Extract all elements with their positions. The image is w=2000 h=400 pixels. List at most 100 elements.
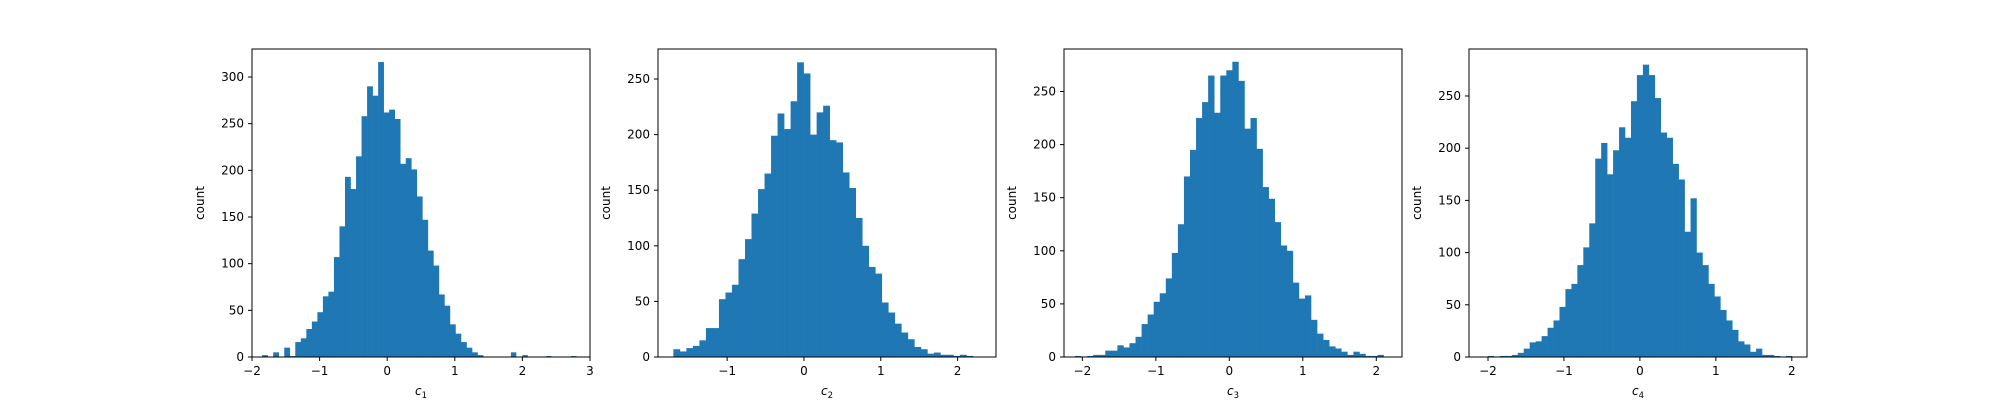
histogram-bar <box>849 187 857 357</box>
histogram-bar <box>1111 350 1118 357</box>
histogram-bar <box>1347 354 1354 357</box>
x-tick-label: 1 <box>1299 364 1307 378</box>
y-tick-label: 200 <box>1033 138 1056 152</box>
histogram-bar <box>901 332 909 357</box>
histogram-bar <box>1075 355 1082 357</box>
histogram-bar <box>1220 75 1227 357</box>
y-tick-label: 0 <box>1048 350 1056 364</box>
y-tick-label: 150 <box>1033 191 1056 205</box>
plot-frame <box>1468 48 1808 358</box>
histogram-bar <box>1317 333 1324 357</box>
x-tick-label: 1 <box>877 364 885 378</box>
histogram-bar <box>1250 118 1257 357</box>
histogram-bar <box>816 112 824 357</box>
y-tick-label: 250 <box>1438 89 1461 103</box>
histogram-bar <box>875 273 883 357</box>
histogram-bar <box>1654 98 1662 357</box>
y-tick-label: 50 <box>229 303 244 317</box>
histogram-bar <box>705 328 713 357</box>
histogram-bar <box>1785 355 1793 357</box>
histogram-bar <box>273 352 280 357</box>
histogram-bar <box>1636 75 1644 358</box>
y-tick-label: 250 <box>1033 84 1056 98</box>
x-tick-label: 0 <box>1226 364 1234 378</box>
x-tick-label: 0 <box>383 364 391 378</box>
histogram-bar <box>378 62 384 358</box>
histogram-bar <box>1268 198 1276 357</box>
y-axis-label: count <box>1410 186 1424 220</box>
histogram-bar <box>1335 348 1342 357</box>
histogram-bar <box>1135 336 1142 357</box>
histogram-bar <box>797 62 804 358</box>
histogram-bar <box>1123 347 1130 357</box>
histogram-bar <box>411 169 418 357</box>
y-axis-label: count <box>193 186 207 220</box>
histogram-bar <box>836 142 843 357</box>
histogram-bar <box>328 291 335 357</box>
histogram-bar <box>1274 222 1282 357</box>
histogram-bar <box>333 257 340 357</box>
histogram-bar <box>1666 137 1673 357</box>
histogram-bar <box>1353 351 1360 357</box>
histogram-bar <box>1595 158 1602 357</box>
histogram-bar <box>1171 252 1179 357</box>
histogram-bar <box>339 226 346 357</box>
histogram-bar <box>1773 355 1781 357</box>
x-tick-label: 0 <box>1636 364 1644 378</box>
y-tick-label: 50 <box>635 294 650 308</box>
histogram-bar <box>1708 283 1715 357</box>
y-tick-label: 250 <box>221 117 244 131</box>
histogram-bar <box>1183 176 1191 357</box>
histogram-bar <box>692 345 700 357</box>
histogram-bar <box>1141 324 1148 357</box>
y-tick-label: 0 <box>642 350 650 364</box>
x-tick-label: 1 <box>1712 364 1720 378</box>
histogram-bar <box>1714 296 1721 357</box>
histogram-bar <box>367 86 373 357</box>
histogram-bar <box>372 95 379 358</box>
plot-frame <box>1063 48 1403 358</box>
histogram-bar <box>959 354 967 357</box>
x-axis-label: c1 <box>415 384 427 400</box>
histogram-bar <box>966 355 974 357</box>
histogram-bar <box>427 250 434 357</box>
histogram-bar <box>344 176 351 357</box>
histogram-bar <box>383 112 390 357</box>
histogram-bar <box>1262 187 1269 357</box>
histogram-bar <box>322 296 329 357</box>
y-tick-label: 200 <box>1438 141 1461 155</box>
histogram-bar <box>295 342 302 357</box>
histogram-bar <box>1684 231 1691 357</box>
histogram-bar <box>1553 320 1560 357</box>
histogram-bar <box>1189 149 1197 357</box>
histogram-bar <box>784 129 791 357</box>
histogram-bar <box>738 259 746 357</box>
histogram-bar <box>400 163 407 357</box>
x-tick-label: 3 <box>586 364 594 378</box>
histogram-bar <box>444 305 451 357</box>
histogram-bar <box>1738 341 1745 357</box>
histogram-bar <box>1529 342 1536 357</box>
x-tick-label: 2 <box>954 364 962 378</box>
histogram-bar <box>1177 224 1185 357</box>
histogram-bar <box>823 105 830 357</box>
histogram-bar <box>1244 128 1251 357</box>
histogram-bar <box>731 284 739 357</box>
histogram-bar <box>1720 310 1727 357</box>
x-tick-label: −1 <box>718 364 736 378</box>
histogram-bar <box>1159 293 1167 357</box>
histogram-bar <box>1762 354 1769 357</box>
histogram-bar <box>350 189 357 357</box>
histogram-bar <box>920 349 928 357</box>
histogram-bar <box>953 355 961 357</box>
histogram-bar <box>829 140 837 357</box>
histogram-bar <box>306 329 313 357</box>
histogram-bar <box>1499 355 1507 357</box>
histogram-bar <box>933 352 941 357</box>
histogram-bar <box>1726 320 1733 357</box>
histogram-bar <box>1750 351 1757 357</box>
histogram-bar <box>679 351 687 357</box>
y-tick-label: 300 <box>221 70 244 84</box>
